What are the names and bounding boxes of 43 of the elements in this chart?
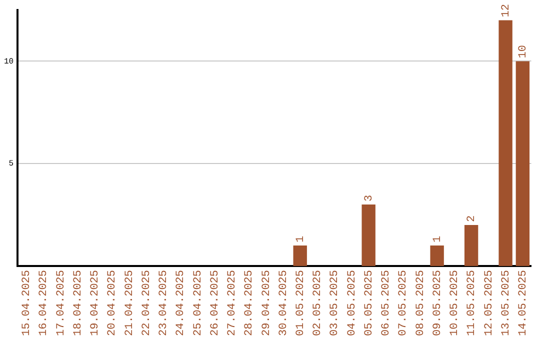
y-tick-label: 5: [8, 160, 14, 169]
x-tick-label: 27.04.2025: [226, 270, 239, 336]
x-tick-label: 17.04.2025: [55, 270, 68, 336]
x-tick-label: 16.04.2025: [38, 270, 50, 336]
data-label: 1: [295, 236, 307, 243]
x-tick-label: 20.04.2025: [106, 270, 119, 336]
x-tick-label: 12.05.2025: [483, 270, 496, 336]
bar: [516, 61, 530, 266]
x-tick-label: 04.05.2025: [346, 270, 358, 336]
x-tick-label: 14.05.2025: [518, 270, 530, 336]
x-tick-label: 23.04.2025: [158, 270, 170, 336]
x-tick-label: 15.04.2025: [21, 270, 34, 336]
bar: [498, 20, 512, 266]
x-tick-label: 25.04.2025: [192, 270, 204, 336]
x-tick-label: 06.05.2025: [380, 270, 393, 336]
data-label: 12: [500, 4, 512, 18]
x-tick-label: 28.04.2025: [244, 270, 256, 336]
data-label: 1: [432, 236, 444, 243]
x-tick-label: 10.05.2025: [449, 270, 462, 336]
x-tick-label: 22.04.2025: [140, 270, 153, 336]
x-tick-label: 19.04.2025: [90, 270, 102, 336]
data-label: 3: [363, 194, 376, 202]
x-tick-label: 21.04.2025: [124, 270, 136, 336]
x-tick-label: 30.04.2025: [278, 270, 290, 336]
bar: [293, 246, 307, 266]
data-label: 10: [518, 44, 530, 58]
x-tick-label: 01.05.2025: [295, 270, 307, 336]
x-tick-label: 11.05.2025: [466, 270, 478, 336]
x-tick-label: 02.05.2025: [312, 270, 324, 336]
x-tick-label: 18.04.2025: [72, 270, 84, 336]
x-tick-label: 24.04.2025: [175, 270, 188, 336]
bar: [464, 225, 478, 266]
bar: [430, 246, 444, 266]
x-tick-label: 03.05.2025: [329, 270, 342, 336]
x-tick-label: 07.05.2025: [398, 270, 410, 336]
x-tick-label: 26.04.2025: [209, 270, 222, 336]
x-tick-label: 05.05.2025: [363, 270, 376, 336]
x-tick-label: 08.05.2025: [414, 270, 427, 336]
bar: [362, 204, 376, 266]
x-tick-label: 29.04.2025: [260, 270, 273, 336]
x-tick-label: 13.05.2025: [500, 270, 512, 336]
data-label: 2: [466, 215, 478, 222]
x-tick-label: 09.05.2025: [432, 270, 444, 336]
